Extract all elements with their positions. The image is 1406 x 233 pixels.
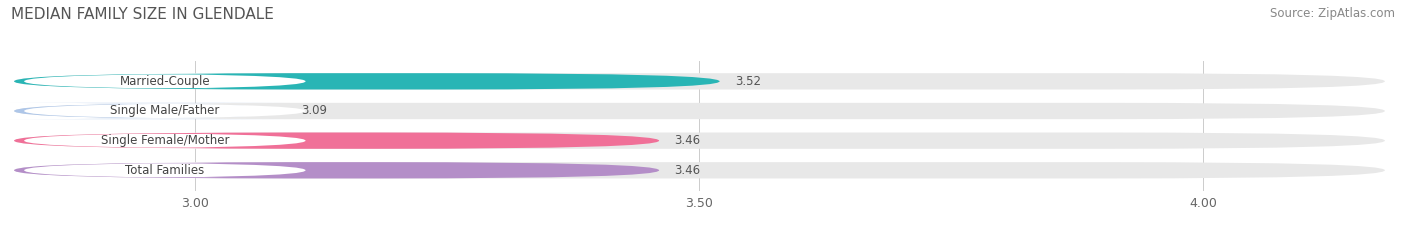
FancyBboxPatch shape: [24, 103, 305, 119]
Text: 3.46: 3.46: [675, 164, 700, 177]
Text: Total Families: Total Families: [125, 164, 204, 177]
Text: Married-Couple: Married-Couple: [120, 75, 209, 88]
Text: Single Female/Mother: Single Female/Mother: [101, 134, 229, 147]
Text: Source: ZipAtlas.com: Source: ZipAtlas.com: [1270, 7, 1395, 20]
FancyBboxPatch shape: [14, 162, 1385, 178]
Text: 3.52: 3.52: [735, 75, 761, 88]
FancyBboxPatch shape: [24, 73, 305, 89]
Text: 3.46: 3.46: [675, 134, 700, 147]
FancyBboxPatch shape: [14, 133, 1385, 149]
FancyBboxPatch shape: [8, 103, 291, 119]
Text: MEDIAN FAMILY SIZE IN GLENDALE: MEDIAN FAMILY SIZE IN GLENDALE: [11, 7, 274, 22]
Text: Single Male/Father: Single Male/Father: [110, 104, 219, 117]
FancyBboxPatch shape: [24, 133, 305, 148]
FancyBboxPatch shape: [24, 162, 305, 178]
Text: 3.09: 3.09: [301, 104, 328, 117]
FancyBboxPatch shape: [14, 73, 720, 89]
FancyBboxPatch shape: [14, 103, 1385, 119]
FancyBboxPatch shape: [14, 73, 1385, 89]
FancyBboxPatch shape: [14, 162, 659, 178]
FancyBboxPatch shape: [14, 133, 659, 149]
